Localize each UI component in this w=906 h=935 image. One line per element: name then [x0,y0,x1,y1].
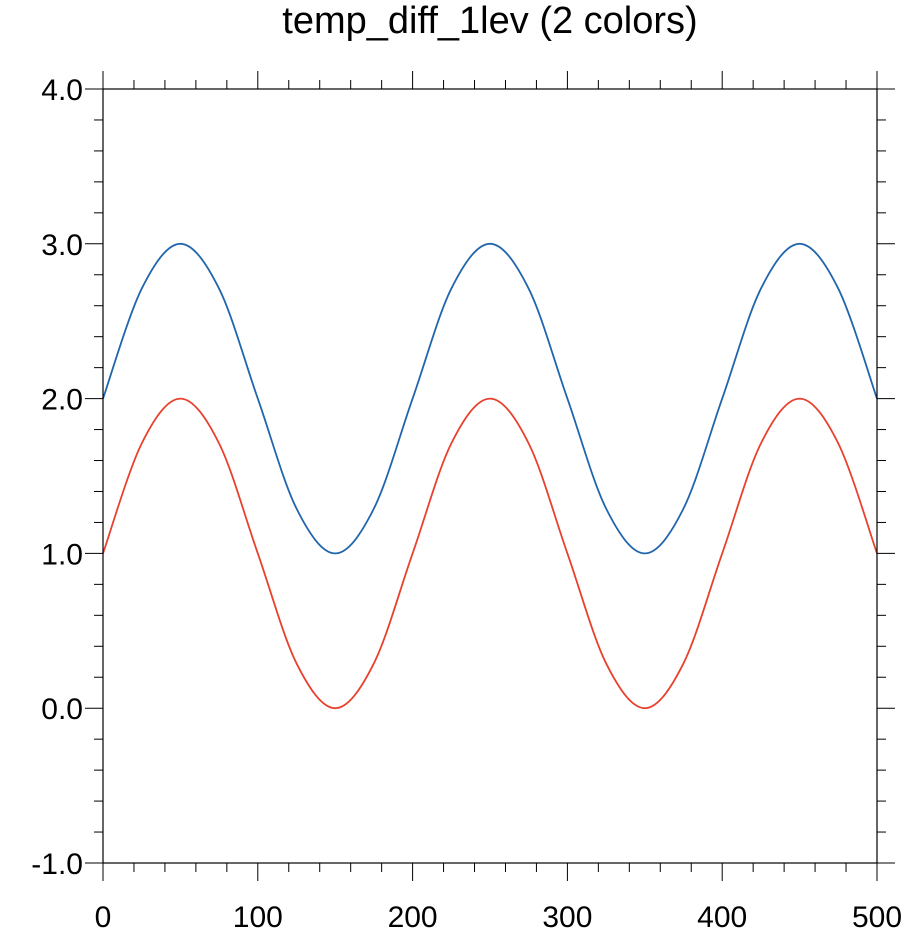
x-tick-label: 200 [388,901,438,934]
series-line-2 [102,397,878,710]
y-tick-label: 3.0 [41,229,83,262]
x-tick-label: 400 [697,901,747,934]
chart-title: temp_diff_1lev (2 colors) [282,0,697,42]
y-tick-label: 2.0 [41,384,83,417]
y-tick-label: -1.0 [31,848,83,881]
plot-frame [102,88,878,864]
x-tick-label: 300 [542,901,592,934]
x-tick-label: 500 [852,901,902,934]
x-tick-label: 0 [95,901,112,934]
axis-ticks [85,71,895,881]
y-tick-label: 0.0 [41,693,83,726]
x-tick-label: 100 [233,901,283,934]
axis-tick-labels: 0 100 200 300 400 500 -1.0 0.0 1.0 2.0 3.0 4.0 [31,74,902,934]
series-lines [102,242,878,710]
y-tick-label: 1.0 [41,538,83,571]
y-tick-label: 4.0 [41,74,83,107]
series-line-1 [102,242,878,555]
